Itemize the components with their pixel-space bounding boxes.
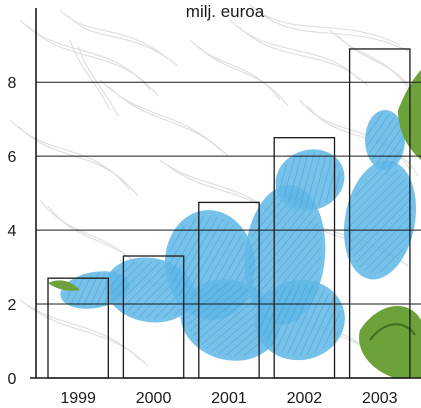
watermark-stroke (249, 4, 401, 46)
y-tick-label: 6 (8, 149, 17, 166)
watermark-stroke (197, 45, 289, 107)
y-tick-label: 4 (8, 223, 17, 240)
y-tick-label: 2 (8, 297, 17, 314)
watermark-stroke (329, 29, 411, 91)
y-tick-labels: 0 2 4 6 8 (8, 75, 17, 388)
x-tick-label: 1999 (60, 390, 96, 407)
flower-petal-texture (367, 113, 403, 167)
flower-petal-texture (259, 283, 341, 357)
flower-petal-texture (278, 152, 342, 208)
gridlines (36, 81, 421, 305)
flower-illustration-image (48, 70, 421, 378)
watermark-stroke (257, 10, 409, 52)
watermark-stroke (189, 39, 281, 101)
leaf-shape (359, 306, 421, 378)
x-tick-label: 2000 (136, 390, 172, 407)
watermark-stroke (27, 305, 149, 367)
leaf-shape (48, 280, 80, 291)
watermark-stroke (237, 25, 369, 87)
watermark-stroke (337, 35, 419, 97)
x-tick-label: 2003 (362, 390, 398, 407)
watermark-stroke (27, 25, 159, 97)
flower-petal-texture (347, 166, 413, 274)
watermark-stroke (67, 15, 179, 67)
watermark-stroke (39, 199, 141, 271)
leaf-vein (369, 323, 416, 341)
y-tick-label: 0 (8, 371, 17, 388)
watermark-stroke (307, 105, 419, 177)
flower-petal-texture (185, 283, 275, 357)
y-tick-label: 8 (8, 75, 17, 92)
chart-title: milj. euroa (186, 2, 265, 21)
watermark-stroke (17, 125, 139, 197)
x-tick-labels: 1999 2000 2001 2002 2003 (60, 390, 397, 407)
x-tick-label: 2001 (211, 390, 247, 407)
x-tick-label: 2002 (287, 390, 323, 407)
watermark-stroke (107, 85, 229, 157)
watermark-stroke (69, 39, 111, 111)
watermark-stroke (77, 45, 119, 117)
